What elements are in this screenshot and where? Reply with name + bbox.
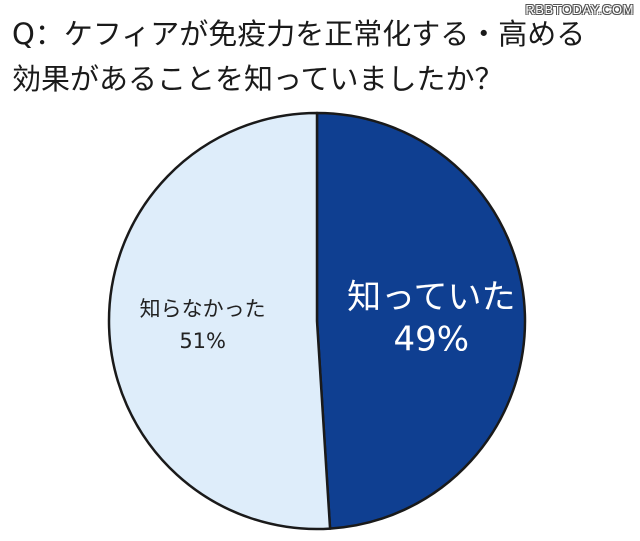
question-line-2: 効果があることを知っていましたか？ <box>12 62 504 96</box>
slice-label-2: 知らなかった <box>140 297 266 321</box>
pie-slice-1 <box>315 111 527 530</box>
pie-slice-2 <box>107 111 332 531</box>
slice-value-1: 49% <box>394 319 470 359</box>
slice-label-1: 知っていた <box>347 277 515 317</box>
watermark: RBBTODAY.COM <box>525 2 634 17</box>
question-line-1: Q：ケフィアが免疫力を正常化する・高める <box>12 17 586 51</box>
question-title: Q：ケフィアが免疫力を正常化する・高める 効果があることを知っていましたか？ <box>12 12 632 102</box>
slice-value-2: 51% <box>179 329 226 353</box>
